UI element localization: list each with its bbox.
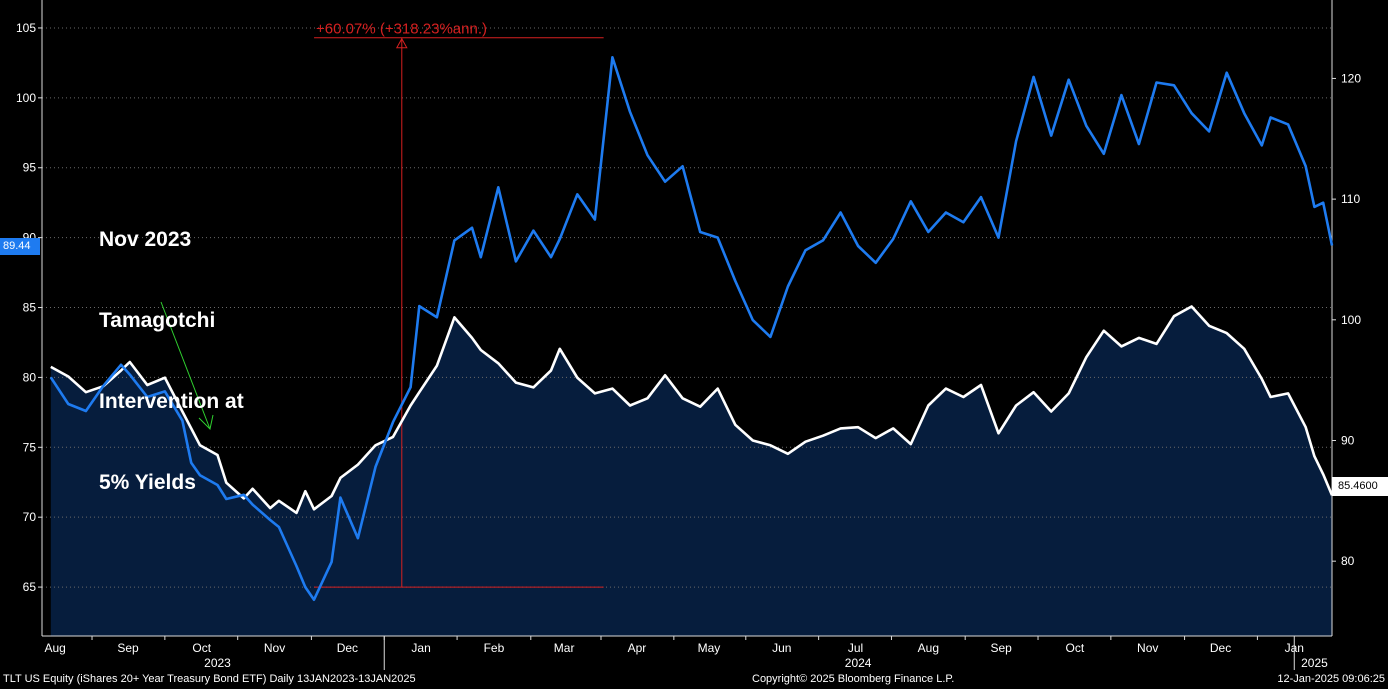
measure-label: +60.07% (+318.23%ann.) [316,21,487,38]
year-label: 2025 [1301,656,1328,670]
x-tick-label: Sep [990,641,1012,655]
tlt-last-value-tag: 85.4600 [1332,477,1388,496]
tlt-area-fill [50,306,1332,636]
left-tick-label: 105 [16,21,36,35]
axis-layer [41,0,1333,637]
annotation-line-2: Tamagotchi [99,309,216,332]
x-tick-label: Dec [337,641,358,655]
left-tick-label: 80 [23,370,37,384]
tlt-area-fill-layer [50,306,1332,636]
x-tick-label: Jun [772,641,791,655]
right-tick-label: 80 [1341,554,1355,568]
right-tick-label: 120 [1341,71,1361,85]
x-tick-label: Oct [192,641,211,655]
left-tick-label: 85 [23,301,37,315]
measure-tool: +60.07% (+318.23%ann.) [314,21,604,588]
right-tick-label: 100 [1341,313,1361,327]
x-tick-label: Aug [44,641,65,655]
blue-series-line [49,55,1334,602]
x-tick-label: Feb [484,641,505,655]
x-tick-label: Apr [628,641,647,655]
tlt-series-line [50,305,1334,515]
grid-layer [42,27,1332,588]
annotation-arrow-head [198,414,214,431]
x-tick-label: Nov [1137,641,1158,655]
x-tick-label: Jul [848,641,863,655]
annotation-line-4: 5% Yields [99,471,196,494]
blue-last-value-tag: 89.44 [0,238,40,255]
x-tick-label: Dec [1210,641,1231,655]
x-tick-label: Nov [264,641,285,655]
annotation-arrow-shaft [160,301,211,430]
annotation-text: Nov 2023 Tamagotchi Intervention at 5% Y… [99,172,244,523]
footer-copyright: Copyright© 2025 Bloomberg Finance L.P. [752,673,955,685]
x-tick-label: Sep [117,641,139,655]
left-tick-label: 65 [23,580,37,594]
right-tick-label: 90 [1341,433,1355,447]
left-tick-label: 75 [23,440,37,454]
x-tick-label: May [698,641,721,655]
footer-security-description: TLT US Equity (iShares 20+ Year Treasury… [3,673,416,685]
x-tick-label: Mar [554,641,575,655]
tick-label-layer: 657075808590951001058090100110120AugSepO… [16,21,1361,670]
year-label: 2023 [204,656,231,670]
x-tick-label: Oct [1066,641,1085,655]
annotation-line-1: Nov 2023 [99,228,192,251]
footer-timestamp: 12-Jan-2025 09:06:25 [1277,673,1385,685]
right-tick-label: 110 [1341,192,1360,206]
left-tick-label: 70 [23,510,37,524]
measure-arrowhead [395,37,408,49]
annotation-line-3: Intervention at [99,390,244,413]
series-line-layer [49,55,1334,602]
x-tick-label: Aug [918,641,939,655]
annotation-arrow [160,301,214,431]
left-tick-label: 95 [23,161,37,175]
year-label: 2024 [845,656,872,670]
x-tick-label: Jan [411,641,430,655]
left-tick-label: 100 [16,91,36,105]
